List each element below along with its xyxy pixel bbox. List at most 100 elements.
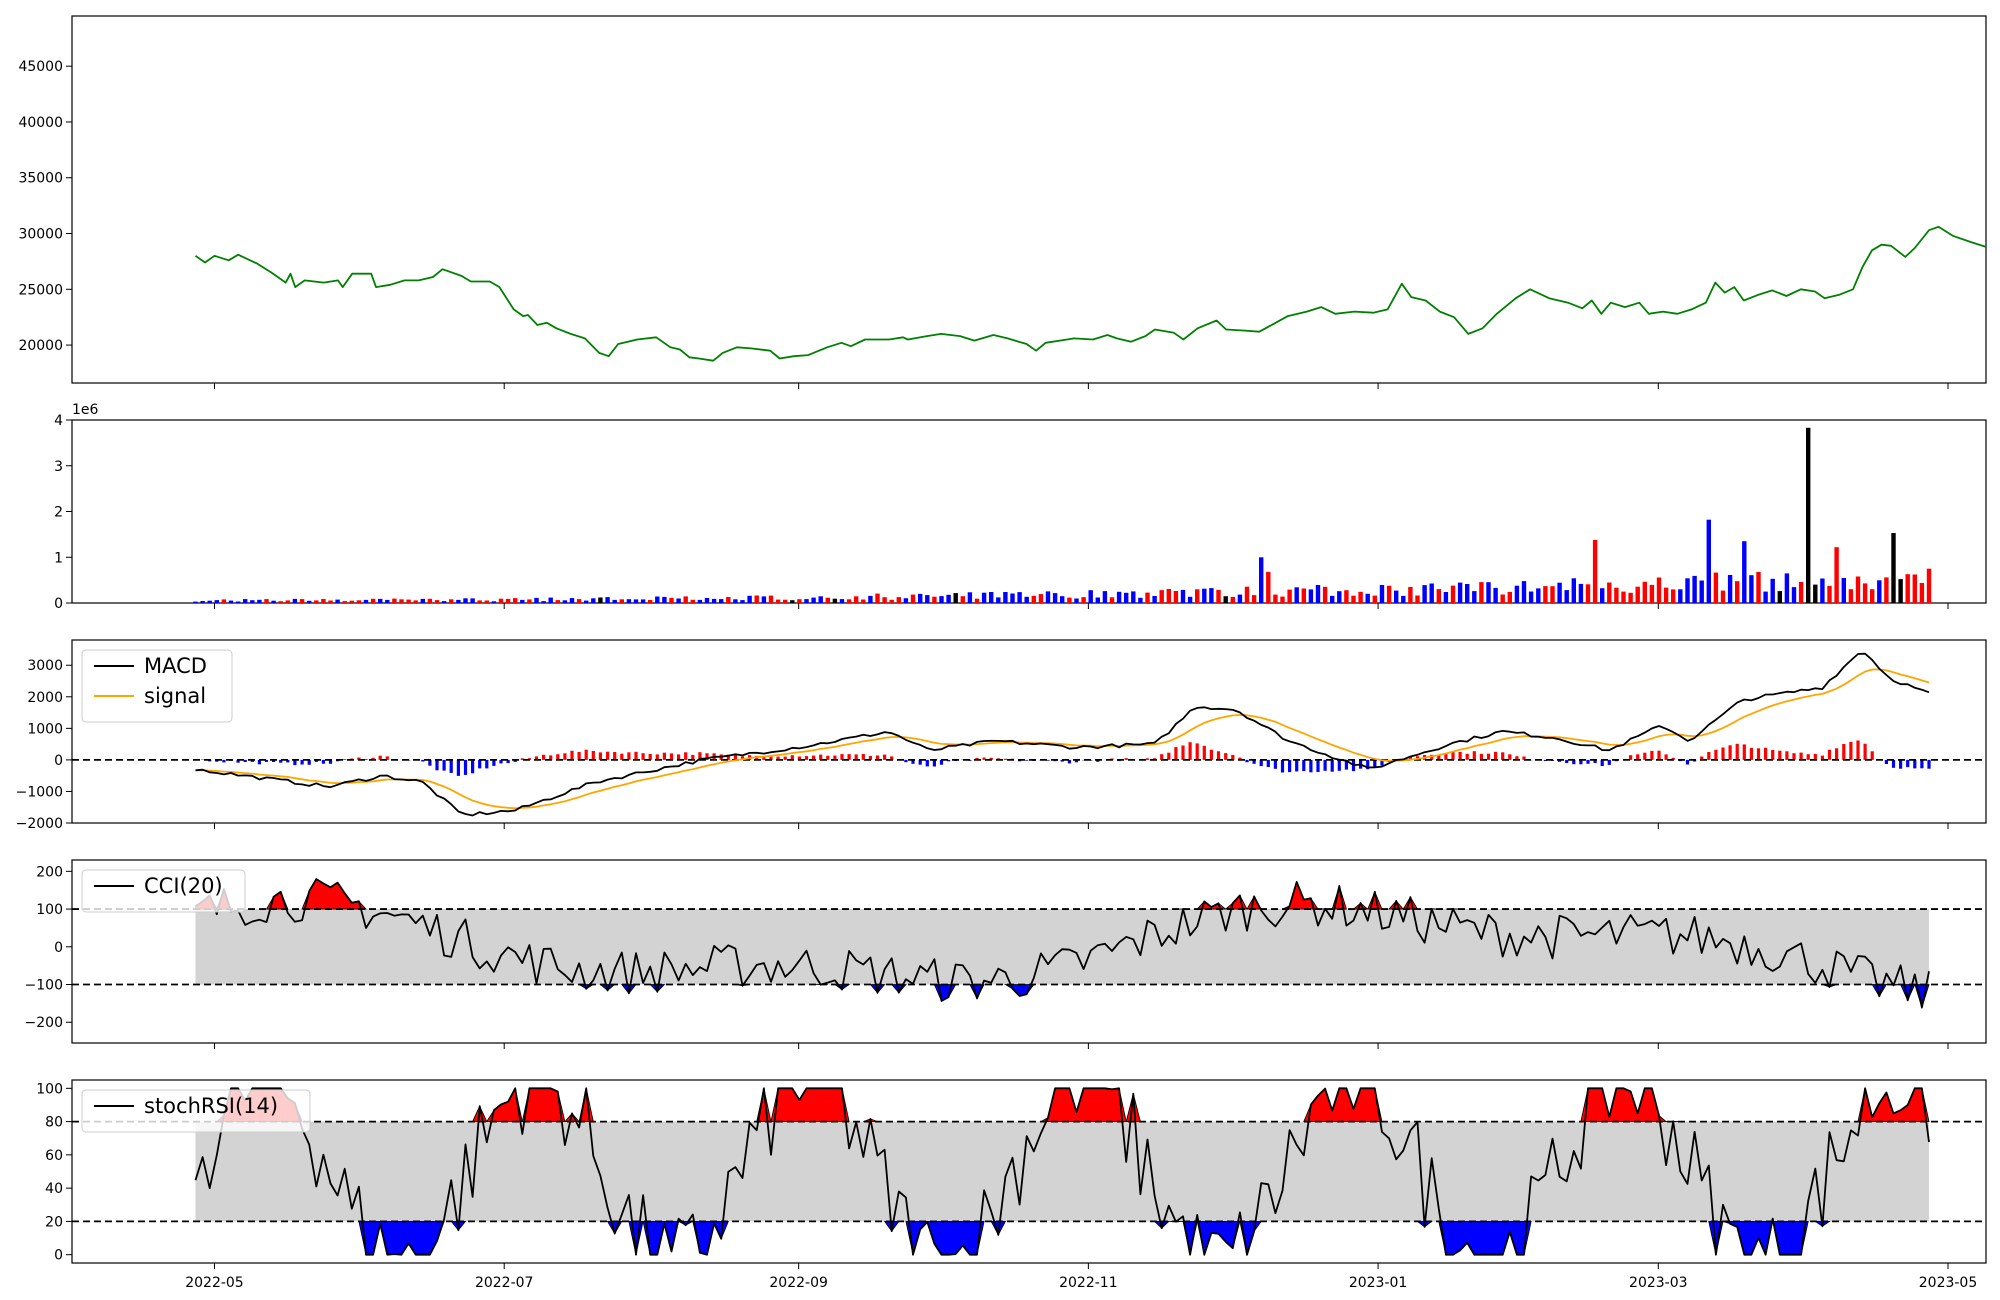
macd-histogram-bar [804,756,809,760]
volume-bar [520,599,525,603]
volume-bar [1912,574,1917,603]
macd-histogram-bar [769,756,773,760]
volume-bar [1870,589,1875,603]
x-tick-label: 2022-09 [769,1275,828,1291]
macd-histogram-bar [1202,745,1206,760]
volume-bar [1145,592,1150,603]
macd-histogram-bar [1756,748,1761,760]
macd-histogram-bar [1643,752,1647,760]
volume-bar [768,595,774,603]
macd-histogram-bar [975,757,979,760]
macd-ytick-label: 2000 [27,690,63,706]
volume-bar [974,598,980,603]
volume-bar [321,599,326,603]
volume-bar [697,599,703,603]
volume-bar [1152,596,1157,603]
volume-bar [1102,591,1108,603]
macd-histogram-bar [421,759,425,762]
volume-bar [1756,572,1761,603]
volume-bar [626,599,632,603]
volume-bar [1024,596,1029,603]
x-tick-label: 2022-05 [185,1275,244,1291]
volume-bar [1592,539,1598,603]
macd-histogram-bar [691,754,695,760]
volume-bar [1585,584,1591,603]
stochrsi-frame [71,1079,1987,1264]
macd-histogram-bar [833,755,837,760]
volume-bar [754,595,759,603]
macd-histogram-bar [911,759,915,764]
volume-bar [1742,541,1747,603]
volume-bar [576,599,582,603]
volume-bar [662,596,667,603]
volume-bar [1244,586,1250,603]
volume-bar [1180,589,1186,603]
macd-histogram-bar [307,759,311,765]
volume-bar [676,598,681,603]
macd-histogram-bar [1224,753,1228,760]
macd-histogram-bar [1913,759,1917,769]
volume-bar [1820,578,1825,603]
macd-histogram-bar [1771,750,1775,760]
macd-histogram-bar [627,752,631,760]
volume-bar [399,599,404,603]
volume-bar [569,598,575,603]
macd-ytick-label: −2000 [16,816,63,832]
cci-ytick-label: 200 [36,864,63,880]
volume-bar [1081,597,1086,603]
volume-bar [1536,588,1541,603]
macd-panel: −2000 −1000 0 1000 2000 3000 MACD signal [16,639,1987,832]
legend-box [81,1089,311,1133]
signal-line [195,668,1930,810]
volume-ytick-label: 1 [54,550,63,566]
macd-histogram-bar [1316,759,1320,772]
volume-bar [1330,595,1335,603]
macd-histogram-bar [1835,748,1839,760]
volume-bar [413,600,418,603]
volume-bar [1706,519,1711,603]
macd-histogram-bar [1636,754,1640,760]
volume-bar [1465,584,1470,603]
macd-histogram-bar [1522,756,1526,760]
stochrsi-oversold-fill [358,1221,445,1256]
macd-histogram-bar [925,759,929,767]
macd-histogram-bar [1160,754,1164,760]
macd-histogram-bar [790,755,794,760]
stochrsi-band [195,1121,1930,1222]
volume-bar [1301,588,1306,603]
macd-histogram-bar [577,752,581,760]
macd-histogram-bar [286,759,290,763]
macd-histogram-bar [883,754,887,760]
macd-histogram-bar [939,759,944,765]
cci-panel: −200 −100 0 100 200 CCI(20) [25,859,1987,1049]
volume-bar [1031,595,1036,603]
volume-bar [1791,587,1797,603]
macd-ytick-label: −1000 [16,784,63,800]
volume-bar [1365,593,1370,603]
volume-bar [285,600,290,603]
macd-histogram-bar [1273,759,1277,769]
macd-histogram-bar [485,759,489,769]
volume-bar [719,599,724,603]
volume-bar [1614,587,1619,603]
legend-box [81,649,233,723]
volume-bar [1408,587,1413,603]
volume-bar [491,601,497,603]
volume-bar [555,600,560,603]
macd-histogram-bar [677,754,681,760]
volume-bar [875,593,880,603]
volume-bar [1273,594,1278,603]
macd-histogram-bar [1458,752,1462,760]
volume-bar [307,600,312,603]
volume-bar [1095,597,1100,603]
volume-bar [1337,591,1342,603]
macd-histogram-bar [1323,759,1327,771]
volume-bar [804,599,809,603]
volume-bar [200,601,205,603]
volume-bar [775,599,781,603]
macd-histogram-bar [598,752,602,760]
macd-histogram-bar [1806,754,1810,760]
volume-bar [648,600,653,603]
volume-bar [1315,585,1321,603]
volume-bar [1237,594,1243,603]
